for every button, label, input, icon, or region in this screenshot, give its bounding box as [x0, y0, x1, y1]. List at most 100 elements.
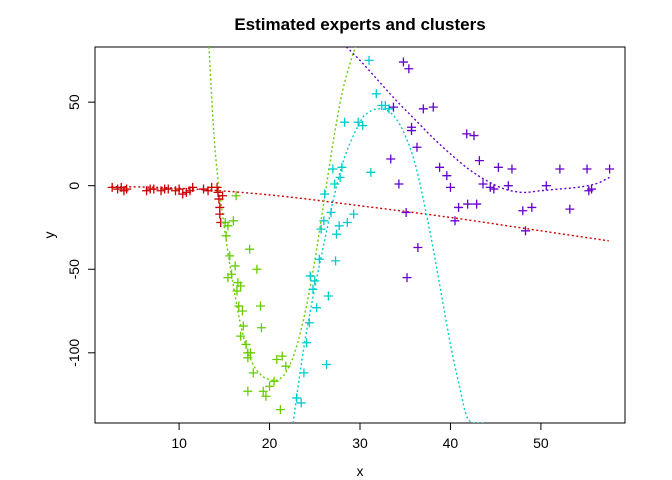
data-point: [310, 276, 320, 286]
data-point: [384, 104, 394, 114]
data-point: [445, 182, 455, 192]
y-axis-label: y: [41, 232, 57, 239]
data-point: [230, 261, 240, 271]
data-point: [258, 386, 268, 396]
data-point: [296, 398, 306, 408]
data-point: [277, 351, 287, 361]
data-point: [507, 164, 517, 174]
x-tick-label: 40: [443, 435, 459, 451]
data-point: [149, 184, 159, 194]
data-point: [314, 254, 324, 264]
data-point: [265, 381, 275, 391]
data-point: [281, 361, 291, 371]
data-point: [582, 164, 592, 174]
data-point: [503, 181, 513, 191]
data-point: [227, 269, 237, 279]
y-axis: -100 -50 0 50: [66, 94, 96, 367]
data-point: [587, 184, 597, 194]
data-point: [358, 121, 368, 131]
data-point: [231, 191, 241, 201]
data-point: [199, 184, 209, 194]
data-point: [463, 199, 473, 209]
data-point: [238, 321, 248, 331]
data-point: [237, 306, 247, 316]
data-point: [398, 57, 408, 67]
data-point: [386, 154, 396, 164]
data-point: [337, 162, 347, 172]
data-point: [366, 167, 376, 177]
data-point: [402, 273, 412, 283]
data-point: [428, 102, 438, 112]
data-point: [213, 187, 223, 197]
expert-curve: [208, 47, 357, 382]
x-axis: 10 20 30 40 50: [171, 422, 549, 451]
data-point: [228, 216, 238, 226]
data-point: [122, 184, 132, 194]
data-point: [435, 162, 445, 172]
expert-curves: [111, 47, 610, 423]
data-point: [474, 156, 484, 166]
x-tick-label: 30: [352, 435, 368, 451]
data-point: [319, 216, 329, 226]
data-point: [518, 206, 528, 216]
data-point: [555, 164, 565, 174]
data-point: [462, 129, 472, 139]
data-point: [241, 339, 251, 349]
data-point: [413, 243, 423, 253]
data-point: [442, 171, 452, 181]
data-point: [541, 181, 551, 191]
data-point: [221, 231, 231, 241]
data-point: [335, 172, 345, 182]
data-point: [450, 216, 460, 226]
x-tick-label: 50: [533, 435, 549, 451]
data-point: [328, 164, 338, 174]
data-point: [245, 244, 255, 254]
x-axis-label: x: [357, 463, 364, 479]
data-point: [330, 179, 340, 189]
chart-title: Estimated experts and clusters: [234, 15, 485, 34]
data-point: [243, 386, 253, 396]
y-tick-label: 50: [66, 94, 82, 110]
plot-frame: [94, 46, 626, 424]
data-point: [320, 189, 330, 199]
data-point: [188, 182, 198, 192]
data-point: [322, 360, 332, 370]
data-point: [107, 182, 117, 192]
data-point: [261, 391, 271, 401]
data-point: [521, 226, 531, 236]
data-point: [252, 264, 262, 274]
data-point: [236, 331, 246, 341]
data-point: [472, 199, 482, 209]
y-tick-label: 0: [66, 182, 82, 190]
data-point: [292, 393, 302, 403]
data-point: [331, 256, 341, 266]
data-point: [256, 301, 266, 311]
data-point: [493, 162, 503, 172]
data-point: [412, 142, 422, 152]
data-point: [299, 368, 309, 378]
data-point: [234, 301, 244, 311]
y-tick-label: -100: [66, 339, 82, 367]
data-point: [256, 323, 266, 333]
data-point: [316, 224, 326, 234]
data-point: [302, 338, 312, 348]
data-point: [323, 291, 333, 301]
data-point: [401, 207, 411, 217]
data-point: [478, 179, 488, 189]
data-point: [225, 251, 235, 261]
cluster-points: [107, 55, 615, 415]
data-point: [212, 182, 222, 192]
data-point: [340, 117, 350, 127]
x-tick-label: 10: [171, 435, 187, 451]
y-tick-label: -50: [66, 259, 82, 279]
data-point: [349, 209, 359, 219]
data-point: [236, 281, 246, 291]
data-point: [394, 179, 404, 189]
x-tick-label: 20: [262, 435, 278, 451]
data-point: [342, 217, 352, 227]
data-point: [371, 89, 381, 99]
data-point: [305, 271, 315, 281]
expert-curve: [292, 108, 485, 423]
data-point: [334, 221, 344, 231]
